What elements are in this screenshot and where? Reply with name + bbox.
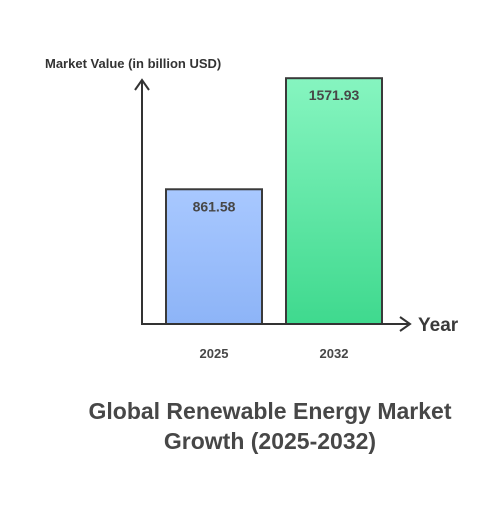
x-axis-arrow-icon bbox=[399, 316, 412, 332]
y-axis-arrow-icon bbox=[134, 78, 150, 91]
x-tick-label-2032: 2032 bbox=[320, 346, 349, 361]
chart-title: Global Renewable Energy Market Growth (2… bbox=[60, 396, 480, 456]
bar-2032 bbox=[285, 77, 383, 325]
x-axis bbox=[141, 316, 412, 332]
y-axis-label: Market Value (in billion USD) bbox=[45, 56, 221, 71]
x-axis-label: Year bbox=[418, 315, 459, 336]
chart-title-line-1: Global Renewable Energy Market bbox=[88, 398, 452, 424]
bars-layer: 861.58 1571.93 bbox=[165, 77, 383, 325]
chart-title-line-2: Growth (2025-2032) bbox=[163, 428, 377, 454]
bar-2025 bbox=[165, 188, 263, 325]
bar-value-label-2032: 1571.93 bbox=[309, 87, 360, 103]
bar-value-label-2025: 861.58 bbox=[193, 198, 236, 214]
x-tick-labels: 2025 2032 bbox=[200, 346, 349, 361]
y-axis bbox=[134, 78, 150, 324]
x-tick-label-2025: 2025 bbox=[200, 346, 229, 361]
